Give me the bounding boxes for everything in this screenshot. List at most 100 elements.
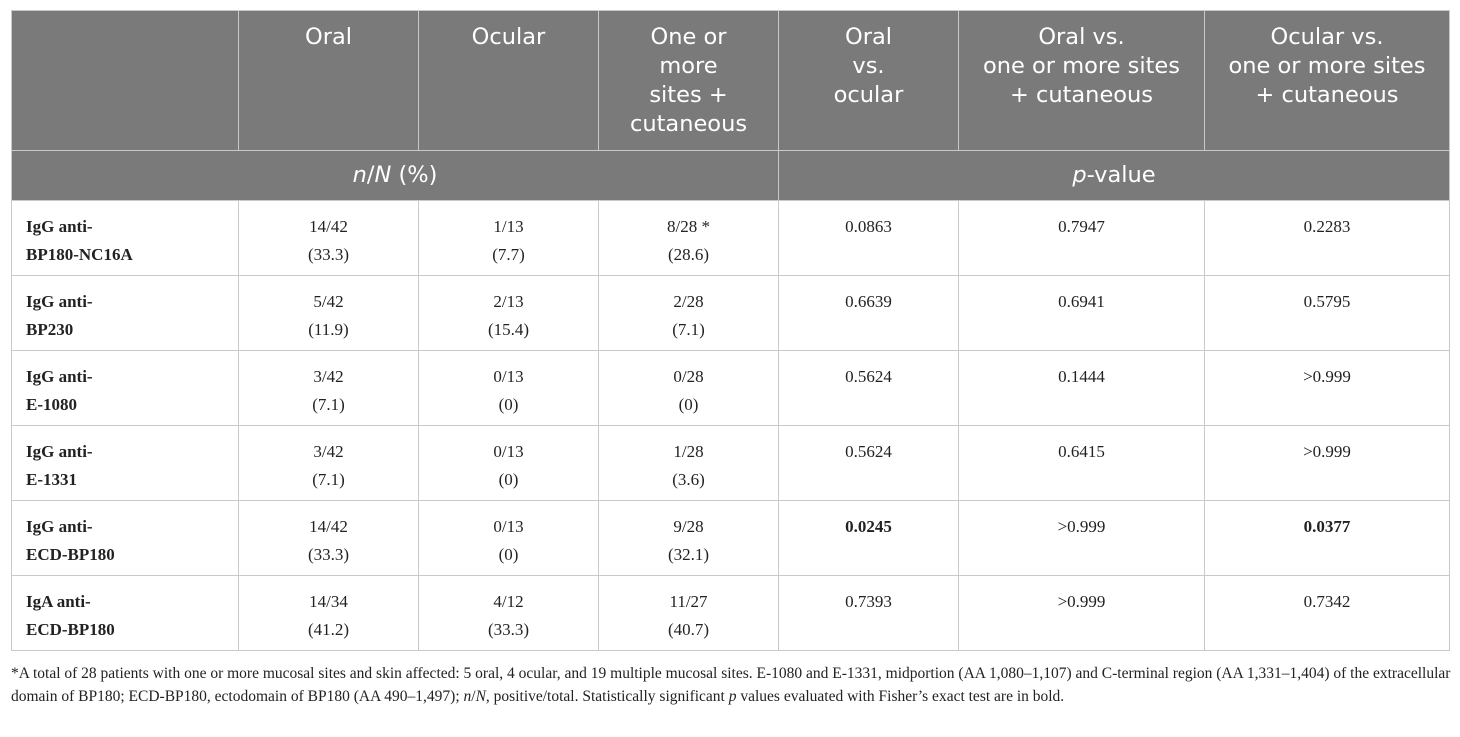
cell-p2-value: >0.999 bbox=[958, 575, 1205, 651]
cell-line: ECD-BP180 bbox=[26, 545, 115, 564]
cell-p2-value: 0.1444 bbox=[958, 350, 1205, 426]
table-body: IgG anti- BP180-NC16A 14/42 (33.3) 1/13 (7.7)… bbox=[11, 200, 1450, 651]
cell-p1-value: 0.7393 bbox=[778, 575, 959, 651]
header-line: more bbox=[659, 53, 718, 79]
cell-ocular: 1/13 (7.7) bbox=[418, 200, 599, 276]
cell-ocular: 4/12 (33.3) bbox=[418, 575, 599, 651]
subheader-slash: / bbox=[366, 162, 375, 188]
header-line: Oral bbox=[305, 24, 352, 50]
cell-ocular: 0/13 (0) bbox=[418, 425, 599, 501]
cell-line: (0) bbox=[498, 470, 519, 489]
cell-ocular: 2/13 (15.4) bbox=[418, 275, 599, 351]
cell-line: (41.2) bbox=[307, 620, 350, 639]
subheader-N: N bbox=[374, 162, 392, 188]
cell-p2-value: 0.6941 bbox=[958, 275, 1205, 351]
cell-line: E-1331 bbox=[26, 470, 77, 489]
cell-multi: 11/27 (40.7) bbox=[598, 575, 779, 651]
cell-line: IgG anti- bbox=[26, 367, 93, 386]
cell-oral: 14/42 (33.3) bbox=[238, 200, 419, 276]
cell-line: IgG anti- bbox=[26, 517, 93, 536]
header-line: one or more sites bbox=[1228, 53, 1426, 79]
table-row: IgG anti- ECD-BP180 14/42 (33.3) 0/13 (0) 9/28… bbox=[11, 500, 1450, 576]
subheader-percent: (%) bbox=[391, 162, 438, 188]
header-line: Oral bbox=[845, 24, 892, 50]
header-line: + cutaneous bbox=[1255, 82, 1399, 108]
results-table: Oral Ocular One or more sites + cutaneou… bbox=[11, 10, 1450, 651]
cell-line: (28.6) bbox=[667, 245, 710, 264]
cell-p1-value: 0.5624 bbox=[778, 425, 959, 501]
cell-p1-value: 0.6639 bbox=[778, 275, 959, 351]
header-ocular: Ocular bbox=[418, 10, 599, 151]
cell-line: BP230 bbox=[26, 320, 74, 339]
table-row: IgG anti- BP180-NC16A 14/42 (33.3) 1/13 (7.7)… bbox=[11, 200, 1450, 276]
footnote-part2: , positive/total. Statistically signific… bbox=[485, 688, 729, 705]
cell-line: (33.3) bbox=[307, 245, 350, 264]
cell-line: ECD-BP180 bbox=[26, 620, 115, 639]
cell-line: (33.3) bbox=[487, 620, 530, 639]
header-line: Ocular bbox=[471, 24, 546, 50]
header-oral: Oral bbox=[238, 10, 419, 151]
header-multi: One or more sites + cutaneous bbox=[598, 10, 779, 151]
cell-line: 3/42 bbox=[313, 442, 344, 461]
header-line: Ocular vs. bbox=[1270, 24, 1384, 50]
table-footnote: *A total of 28 patients with one or more… bbox=[11, 662, 1451, 708]
cell-multi: 2/28 (7.1) bbox=[598, 275, 779, 351]
footnote-slash: / bbox=[471, 688, 476, 705]
cell-line: 8/28 * bbox=[667, 217, 710, 236]
cell-p2-value: 0.6415 bbox=[958, 425, 1205, 501]
cell-line: (0) bbox=[498, 545, 519, 564]
cell-oral: 3/42 (7.1) bbox=[238, 350, 419, 426]
header-oral-vs-ocular: Oral vs. ocular bbox=[778, 10, 959, 151]
cell-line: (7.1) bbox=[312, 395, 345, 414]
cell-line: 3/42 bbox=[313, 367, 344, 386]
cell-line: (40.7) bbox=[667, 620, 710, 639]
cell-line: (7.1) bbox=[672, 320, 705, 339]
cell-line: (3.6) bbox=[672, 470, 705, 489]
cell-line: BP180-NC16A bbox=[26, 245, 133, 264]
footnote-part1: *A total of 28 patients with one or more… bbox=[11, 665, 1451, 705]
table-row: IgG anti- BP230 5/42 (11.9) 2/13 (15.4) 2/28 (7… bbox=[11, 275, 1450, 351]
cell-line: IgG anti- bbox=[26, 442, 93, 461]
cell-oral: 5/42 (11.9) bbox=[238, 275, 419, 351]
cell-p3-value: >0.999 bbox=[1204, 350, 1450, 426]
cell-p3-value: 0.0377 bbox=[1204, 500, 1450, 576]
header-ocular-vs-multi: Ocular vs. one or more sites + cutaneous bbox=[1204, 10, 1450, 151]
cell-multi: 0/28 (0) bbox=[598, 350, 779, 426]
header-line: Oral vs. bbox=[1038, 24, 1125, 50]
header-line: cutaneous bbox=[629, 111, 748, 137]
subheader-counts: n/N (%) bbox=[11, 150, 779, 201]
cell-line: 2/13 bbox=[493, 292, 524, 311]
table-row: IgG anti- E-1080 3/42 (7.1) 0/13 (0) 0/28 (0) 0.… bbox=[11, 350, 1450, 426]
cell-line: (7.1) bbox=[312, 470, 345, 489]
cell-p3-value: 0.5795 bbox=[1204, 275, 1450, 351]
subheader-row: n/N (%) p-value bbox=[11, 150, 1450, 201]
header-empty bbox=[11, 10, 239, 151]
cell-p2-value: >0.999 bbox=[958, 500, 1205, 576]
column-header-row: Oral Ocular One or more sites + cutaneou… bbox=[11, 10, 1450, 151]
header-line: one or more sites bbox=[983, 53, 1180, 79]
cell-oral: 14/42 (33.3) bbox=[238, 500, 419, 576]
cell-ocular: 0/13 (0) bbox=[418, 350, 599, 426]
table-row: IgA anti- ECD-BP180 14/34 (41.2) 4/12 (33.3) 1… bbox=[11, 575, 1450, 651]
cell-p1-value: 0.0245 bbox=[778, 500, 959, 576]
cell-line: 0/13 bbox=[493, 517, 524, 536]
row-label: IgG anti- E-1080 bbox=[11, 350, 239, 426]
subheader-p: p bbox=[1072, 162, 1087, 188]
cell-p1-value: 0.0863 bbox=[778, 200, 959, 276]
cell-line: 1/13 bbox=[493, 217, 524, 236]
cell-line: 9/28 bbox=[673, 517, 704, 536]
header-oral-vs-multi: Oral vs. one or more sites + cutaneous bbox=[958, 10, 1205, 151]
cell-p1-value: 0.5624 bbox=[778, 350, 959, 426]
cell-line: 2/28 bbox=[673, 292, 704, 311]
row-label: IgG anti- BP230 bbox=[11, 275, 239, 351]
results-table-container: Oral Ocular One or more sites + cutaneou… bbox=[11, 10, 1450, 651]
cell-line: 14/34 bbox=[309, 592, 348, 611]
cell-line: 1/28 bbox=[673, 442, 704, 461]
cell-line: (0) bbox=[498, 395, 519, 414]
cell-oral: 14/34 (41.2) bbox=[238, 575, 419, 651]
cell-line: 0/13 bbox=[493, 442, 524, 461]
cell-line: (11.9) bbox=[308, 320, 349, 339]
cell-oral: 3/42 (7.1) bbox=[238, 425, 419, 501]
cell-p3-value: >0.999 bbox=[1204, 425, 1450, 501]
footnote-part3: values evaluated with Fisher’s exact tes… bbox=[736, 688, 1065, 705]
